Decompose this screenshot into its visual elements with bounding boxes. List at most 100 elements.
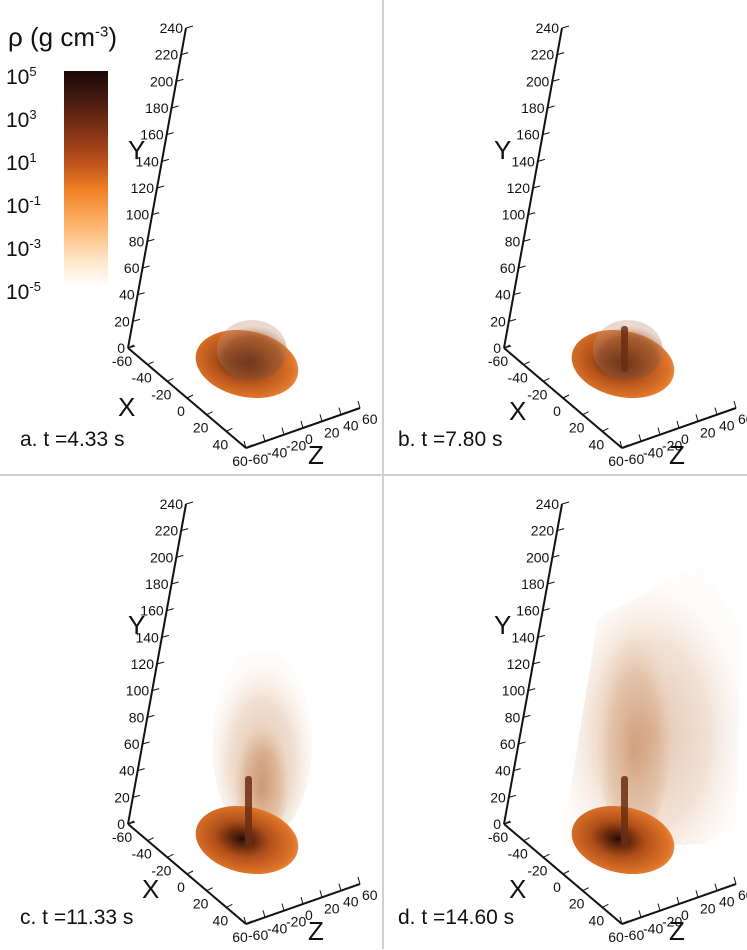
y-tick-label: 160: [516, 603, 540, 619]
y-tick-label: 80: [129, 233, 145, 249]
y-tick-label: 0: [117, 816, 125, 832]
x-tick-label: 20: [193, 896, 209, 912]
z-tick-label: 20: [700, 424, 716, 440]
y-tick-label: 240: [160, 20, 184, 36]
x-tick-label: 60: [232, 453, 248, 469]
z-tick-label: -40: [267, 920, 287, 936]
plot-a: 020406080100120140160180200220240-60-40-…: [112, 20, 378, 469]
density-volume: [195, 649, 312, 875]
z-tick-label: -20: [662, 438, 682, 454]
y-tick-label: 60: [500, 260, 516, 276]
z-tick-label: 0: [681, 431, 689, 447]
y-tick-label: 100: [126, 207, 150, 223]
x-tick-label: -20: [151, 862, 171, 878]
z-tick-label: -40: [267, 444, 287, 460]
panel-c: 0 20 40 60 80 100 120 140 160 180 200 220 240 -60 -40-…: [0, 476, 382, 949]
y-tick-label: 120: [131, 180, 155, 196]
plot-c: 020406080100120140160180200220240-60-40-…: [112, 496, 378, 945]
plot-b: 020406080100120140160180200220240-60-40-…: [488, 20, 747, 469]
y-tick-label: 120: [131, 656, 155, 672]
horizontal-divider: [0, 474, 747, 476]
x-tick-label: 40: [589, 436, 605, 452]
y-tick-label: 120: [507, 180, 531, 196]
y-tick-label: 240: [160, 496, 184, 512]
z-axis-label: Z: [308, 440, 324, 470]
y-tick-label: 60: [124, 736, 140, 752]
x-tick-label: 20: [193, 420, 209, 436]
x-tick-label: 0: [553, 879, 561, 895]
y-tick-label: 200: [526, 549, 550, 565]
panel-b: 0 20 40 60 80 100 120 140 160 180 200 220 240 -60 -40-…: [384, 0, 747, 474]
colorbar-title: ρ (g cm-3): [8, 22, 118, 52]
y-tick-label: 0: [117, 340, 125, 356]
y-tick-label: 40: [119, 287, 135, 303]
plot-d: 020406080100120140160180200220240-60-40-…: [488, 496, 747, 945]
panel-a: 0 20 40 60 80 100 120 140 160 180 200 220 240 -60 -40-…: [0, 0, 382, 474]
y-tick-label: 0: [493, 816, 501, 832]
axes-3d: 020406080100120140160180200220240-60-40-…: [112, 496, 378, 945]
y-tick-label: 60: [500, 736, 516, 752]
axes-3d: 020406080100120140160180200220240-60-40-…: [488, 496, 747, 945]
y-tick-label: 100: [126, 683, 150, 699]
y-tick-label: 220: [155, 523, 179, 539]
x-axis-label: X: [509, 874, 527, 904]
x-axis-label: X: [142, 874, 160, 904]
y-tick-label: 40: [119, 763, 135, 779]
y-tick-label: 80: [505, 233, 521, 249]
x-tick-label: 40: [213, 912, 229, 928]
z-tick-label: 60: [362, 411, 378, 427]
y-tick-label: 180: [145, 100, 169, 116]
y-tick-label: 20: [114, 789, 130, 805]
z-tick-label: 40: [719, 418, 735, 434]
y-tick-label: 140: [511, 629, 535, 645]
x-tick-label: -20: [527, 386, 547, 402]
x-tick-label: 60: [232, 929, 248, 945]
y-axis-label: Y: [494, 610, 512, 640]
colorbar-tick: 103: [6, 107, 37, 132]
y-tick-label: 60: [124, 260, 140, 276]
y-tick-label: 100: [502, 683, 526, 699]
colorbar-gradient: [64, 71, 108, 287]
y-axis-label: Y: [128, 610, 146, 640]
y-tick-label: 140: [135, 629, 159, 645]
y-tick-label: 200: [150, 549, 174, 565]
y-tick-label: 220: [531, 523, 555, 539]
z-tick-label: 20: [324, 424, 340, 440]
colorbar-tick: 10-3: [6, 236, 41, 261]
y-tick-label: 20: [490, 789, 506, 805]
y-axis-label: Y: [494, 135, 512, 165]
z-tick-label: 60: [738, 887, 747, 903]
y-tick-label: 180: [145, 576, 169, 592]
x-tick-label: -40: [508, 846, 528, 862]
axes-3d: 020406080100120140160180200220240-60-40-…: [112, 20, 378, 469]
y-tick-label: 80: [505, 709, 521, 725]
colorbar-tick: 10-1: [6, 193, 41, 218]
x-tick-label: -60: [112, 353, 132, 369]
x-axis-label: X: [509, 396, 527, 426]
x-tick-label: -20: [527, 862, 547, 878]
y-tick-label: 140: [135, 153, 159, 169]
y-tick-label: 120: [507, 656, 531, 672]
z-tick-label: -60: [624, 451, 644, 467]
z-tick-label: 60: [738, 411, 747, 427]
panel-caption: a. t =4.33 s: [20, 428, 125, 451]
y-axis-label: Y: [128, 135, 146, 165]
panel-caption: d. t =14.60 s: [398, 906, 515, 929]
y-tick-label: 160: [140, 603, 164, 619]
x-tick-label: 40: [213, 436, 229, 452]
z-tick-label: -60: [248, 927, 268, 943]
colorbar-tick: 105: [6, 64, 37, 89]
x-axis-label: X: [118, 392, 136, 422]
z-tick-label: 20: [700, 900, 716, 916]
x-tick-label: 0: [177, 403, 185, 419]
y-tick-label: 240: [536, 496, 560, 512]
z-tick-label: 40: [719, 894, 735, 910]
x-tick-label: -60: [488, 353, 508, 369]
z-tick-label: 0: [681, 907, 689, 923]
density-volume: [561, 565, 741, 875]
z-tick-label: -20: [286, 914, 306, 930]
x-tick-label: 20: [569, 420, 585, 436]
z-tick-label: 0: [305, 907, 313, 923]
y-tick-label: 40: [495, 763, 511, 779]
colorbar-tick: 101: [6, 150, 37, 175]
